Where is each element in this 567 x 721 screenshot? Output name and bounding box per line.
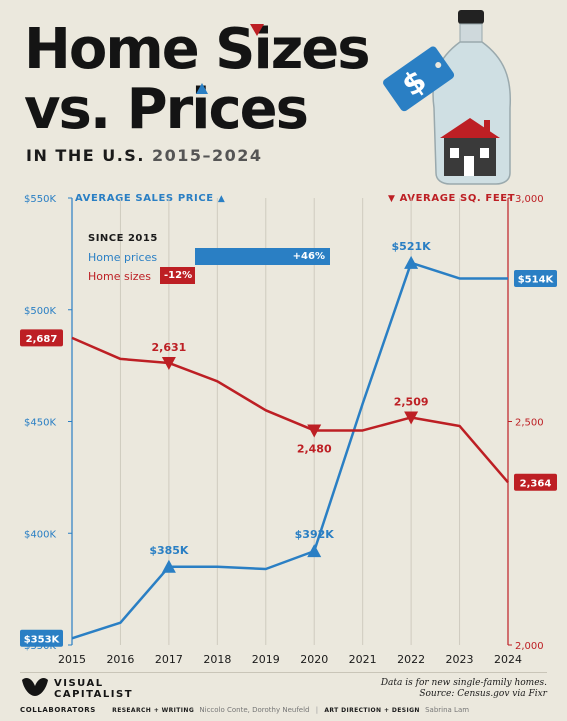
size-data-label: 2,364 — [520, 478, 552, 489]
x-tick-label: 2016 — [106, 653, 134, 666]
title-line-2: vs. Prices — [24, 77, 309, 142]
x-tick-label: 2018 — [203, 653, 231, 666]
size-point-marker — [404, 411, 419, 425]
note-line-1: Data is for new single-family homes. — [380, 678, 547, 688]
legend-sizes-bar: -12% — [160, 267, 195, 284]
right-axis-title-text: AVERAGE SQ. FEET — [399, 193, 516, 204]
footer-divider — [20, 672, 547, 673]
up-triangle-icon: ▲ — [217, 194, 226, 204]
left-tick-label: $400K — [24, 529, 56, 540]
down-triangle-icon: ▼ — [388, 194, 396, 204]
title-line-1: Home Sizes — [24, 17, 371, 82]
size-data-label: 2,687 — [26, 334, 58, 345]
note-line-2: Source: Census.gov via Fixr — [419, 689, 547, 699]
logo-line-1: VISUAL — [54, 678, 104, 689]
price-point-marker — [161, 559, 176, 573]
collab-separator: | — [315, 706, 319, 714]
price-data-label: $514K — [518, 274, 555, 285]
right-axis-title: ▼ AVERAGE SQ. FEET — [388, 193, 515, 204]
title-down-triangle-icon — [250, 24, 264, 36]
price-data-label: $353K — [24, 634, 61, 645]
price-data-label: $385K — [149, 544, 189, 557]
right-tick-label: 2,000 — [515, 641, 544, 652]
legend-since: SINCE 2015 — [88, 233, 158, 244]
size-end-label-box — [514, 473, 557, 491]
x-tick-label: 2024 — [494, 653, 522, 666]
jar-house-illustration: $ — [383, 10, 512, 185]
size-data-label: 2,631 — [151, 341, 186, 354]
price-end-label-box — [514, 269, 557, 287]
x-tick-label: 2021 — [349, 653, 377, 666]
size-point-marker — [161, 356, 176, 370]
size-end-label-box — [20, 329, 63, 347]
size-point-marker — [307, 424, 322, 438]
title-up-triangle-icon — [196, 83, 208, 94]
size-series-line — [71, 336, 509, 484]
subtitle-years: 2015–2024 — [151, 146, 263, 165]
price-series-line — [71, 261, 508, 640]
right-tick-label: 2,500 — [515, 418, 544, 429]
subtitle-prefix: IN THE U.S. — [26, 146, 145, 165]
size-data-label: 2,509 — [394, 395, 429, 408]
page-subtitle: IN THE U.S. 2015–2024 — [26, 146, 263, 165]
price-data-label: $521K — [392, 240, 432, 253]
x-tick-label: 2017 — [155, 653, 183, 666]
collaborators-label: COLLABORATORS — [20, 706, 96, 714]
left-tick-label: $450K — [24, 418, 56, 429]
research-label: RESEARCH + WRITING — [112, 707, 195, 714]
legend-prices-bar: +46% — [195, 248, 330, 265]
x-tick-label: 2015 — [58, 653, 86, 666]
title-triangles — [196, 24, 264, 94]
logo-line-2: CAPITALIST — [54, 689, 134, 700]
collaborators: COLLABORATORS RESEARCH + WRITING Niccolo… — [20, 706, 469, 714]
visual-capitalist-logo-icon — [22, 678, 48, 696]
price-data-label: $392K — [295, 528, 335, 541]
source-note: Data is for new single-family homes. Sou… — [381, 678, 547, 700]
logo-text: VISUAL CAPITALIST — [54, 678, 133, 700]
price-point-marker — [307, 544, 322, 558]
x-tick-label: 2019 — [252, 653, 280, 666]
left-tick-label: $350K — [24, 641, 56, 652]
left-axis-title: AVERAGE SALES PRICE ▲ — [75, 193, 225, 204]
legend-prices-label: Home prices — [88, 251, 158, 264]
legend-sizes-label: Home sizes — [88, 270, 152, 283]
page-title: Home Sizes vs. Prices — [24, 17, 371, 142]
size-data-label: 2,480 — [297, 442, 332, 455]
art-label: ART DIRECTION + DESIGN — [324, 707, 420, 714]
art-names: Sabrina Lam — [425, 706, 470, 714]
x-tick-label: 2023 — [446, 653, 474, 666]
research-names: Niccolo Conte, Dorothy Neufeld — [199, 706, 310, 714]
x-tick-label: 2022 — [397, 653, 425, 666]
left-tick-label: $500K — [24, 306, 56, 317]
price-point-marker — [404, 255, 419, 269]
x-tick-label: 2020 — [300, 653, 328, 666]
price-end-label-box — [20, 629, 63, 647]
left-axis-title-text: AVERAGE SALES PRICE — [75, 193, 214, 204]
